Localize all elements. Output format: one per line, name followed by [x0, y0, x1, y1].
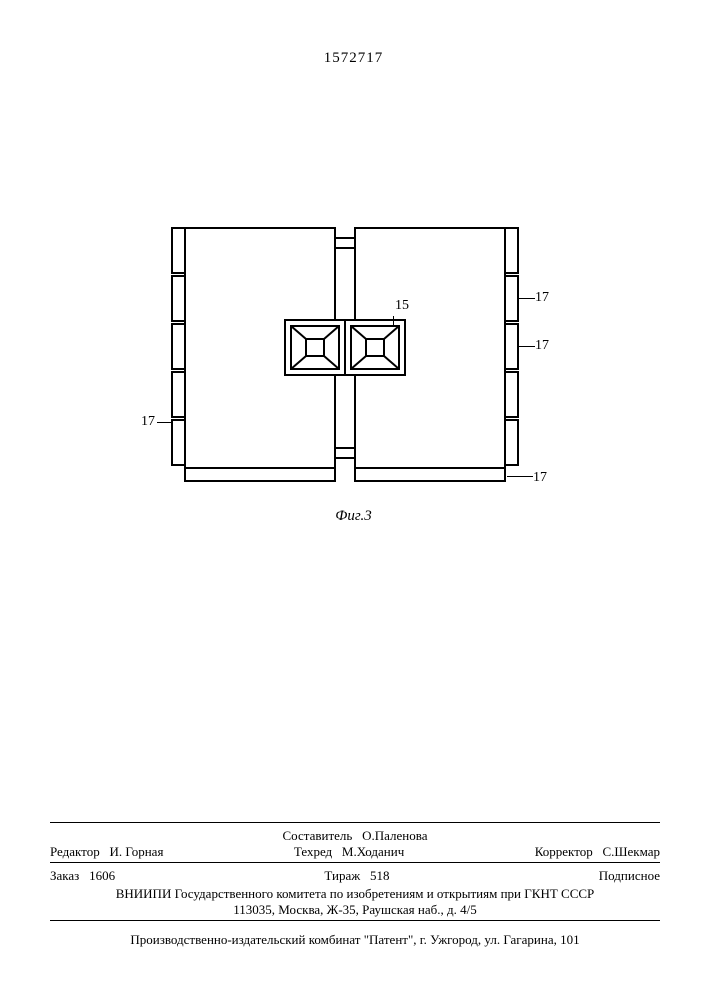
callout-17-right-low: 17 — [533, 470, 547, 486]
techred-block: Техред М.Ходанич — [294, 844, 404, 860]
order-block: Заказ 1606 — [50, 868, 115, 884]
callout-17-right-upper: 17 — [535, 290, 549, 306]
tirage-block: Тираж 518 — [324, 868, 389, 884]
editor-block: Редактор И. Горная — [50, 844, 163, 860]
compiler-name: О.Паленова — [362, 828, 427, 843]
callout-17-left: 17 — [141, 414, 155, 430]
page-number: 1572717 — [0, 50, 707, 67]
org-line-2: 113035, Москва, Ж-35, Раушская наб., д. … — [50, 902, 660, 918]
publisher: Производственно-издательский комбинат "П… — [50, 932, 660, 948]
callout-15: 15 — [395, 298, 409, 314]
subscription: Подписное — [599, 868, 660, 884]
figure-caption: Фиг.3 — [0, 508, 707, 525]
compiler-label: Составитель — [283, 828, 353, 843]
callout-17-right-mid: 17 — [535, 338, 549, 354]
org-line-1: ВНИИПИ Государственного комитета по изоб… — [50, 886, 660, 902]
figure-diagram: 15 17 17 17 17 — [145, 220, 545, 500]
corrector-block: Корректор С.Шекмар — [535, 844, 660, 860]
